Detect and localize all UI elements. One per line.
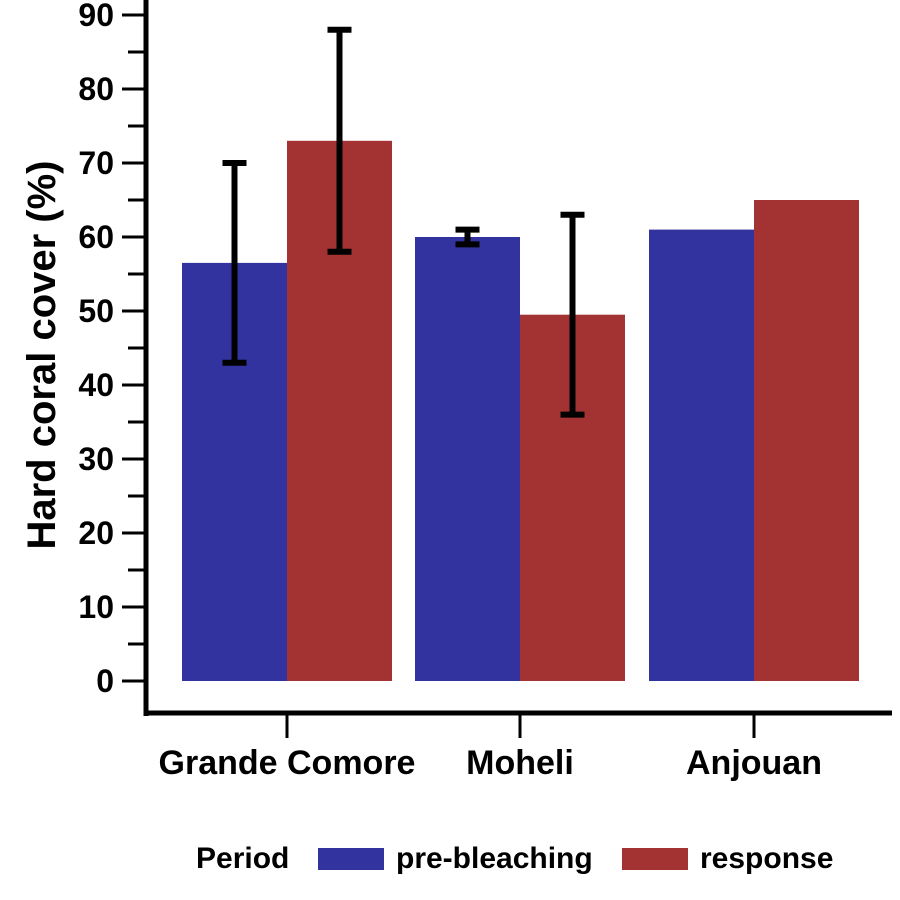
legend-label-0: pre-bleaching [396, 842, 593, 875]
bars [182, 140, 859, 682]
y-axis-label: Hard coral cover (%) [20, 160, 64, 549]
y-tick-label-30: 30 [78, 441, 114, 477]
y-tick-label-20: 20 [78, 515, 114, 551]
y-tick-label-70: 70 [78, 145, 114, 181]
legend-swatch-1 [622, 848, 688, 870]
y-tick-label-0: 0 [96, 663, 114, 699]
x-axis-ticks: Grande Comore Moheli Anjouan [159, 713, 822, 782]
x-tick-label-2: Anjouan [686, 744, 822, 782]
legend: Period pre-bleaching response [196, 842, 833, 875]
y-tick-label-40: 40 [78, 367, 114, 403]
x-tick-label-1: Moheli [466, 744, 574, 782]
error-bars [222, 26, 585, 418]
legend-swatch-0 [318, 848, 384, 870]
y-tick-label-90: 90 [78, 0, 114, 33]
y-tick-label-60: 60 [78, 219, 114, 255]
legend-label-1: response [700, 842, 833, 875]
bar-2-0 [649, 229, 754, 681]
y-axis-ticks: 0 10 20 30 40 50 60 70 80 90 [78, 0, 146, 699]
bar-1-0 [415, 237, 520, 681]
legend-title: Period [196, 842, 289, 875]
y-tick-label-10: 10 [78, 589, 114, 625]
y-tick-label-80: 80 [78, 71, 114, 107]
y-tick-label-50: 50 [78, 293, 114, 329]
bar-2-1 [754, 200, 859, 681]
x-tick-label-0: Grande Comore [159, 744, 416, 782]
